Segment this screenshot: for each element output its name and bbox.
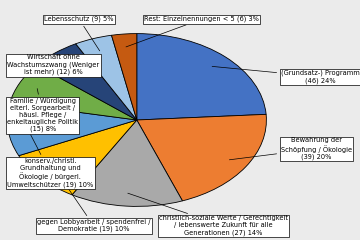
Text: Bewahrung der
Schöpfung / Ökologie
(39) 20%: Bewahrung der Schöpfung / Ökologie (39) … bbox=[229, 138, 352, 160]
Text: gegen Lobbyarbeit / spendenfrei /
Demokratie (19) 10%: gegen Lobbyarbeit / spendenfrei / Demokr… bbox=[37, 169, 150, 232]
Text: konserv./christl.
Grundhaltung und
Ökologie / bürgerl.
Umweltschützer (19) 10%: konserv./christl. Grundhaltung und Ökolo… bbox=[7, 128, 94, 188]
Text: christlich-soziale Werte / Gerechtigkeit
/ lebenswerte Zukunft für alle
Generati: christlich-soziale Werte / Gerechtigkeit… bbox=[128, 193, 288, 236]
Wedge shape bbox=[37, 44, 137, 120]
Wedge shape bbox=[19, 120, 137, 195]
Wedge shape bbox=[10, 65, 137, 120]
Wedge shape bbox=[137, 34, 266, 120]
Wedge shape bbox=[112, 34, 137, 120]
Wedge shape bbox=[76, 35, 137, 120]
Text: (Grundsatz-) Programm
(46) 24%: (Grundsatz-) Programm (46) 24% bbox=[212, 66, 360, 84]
Text: Familie / Würdigung
elterl. Sorgearbeit /
häusl. Pflege /
enkeltaugliche Politik: Familie / Würdigung elterl. Sorgearbeit … bbox=[7, 89, 78, 132]
Wedge shape bbox=[137, 114, 266, 201]
Wedge shape bbox=[72, 120, 183, 206]
Text: Lebensschutz (9) 5%: Lebensschutz (9) 5% bbox=[44, 16, 114, 51]
Wedge shape bbox=[7, 103, 137, 156]
Text: Wirtschaft ohne
Wachstumszwang (Weniger
ist mehr) (12) 6%: Wirtschaft ohne Wachstumszwang (Weniger … bbox=[7, 54, 99, 75]
Text: Rest: Einzelnennungen < 5 (6) 3%: Rest: Einzelnennungen < 5 (6) 3% bbox=[126, 16, 259, 47]
